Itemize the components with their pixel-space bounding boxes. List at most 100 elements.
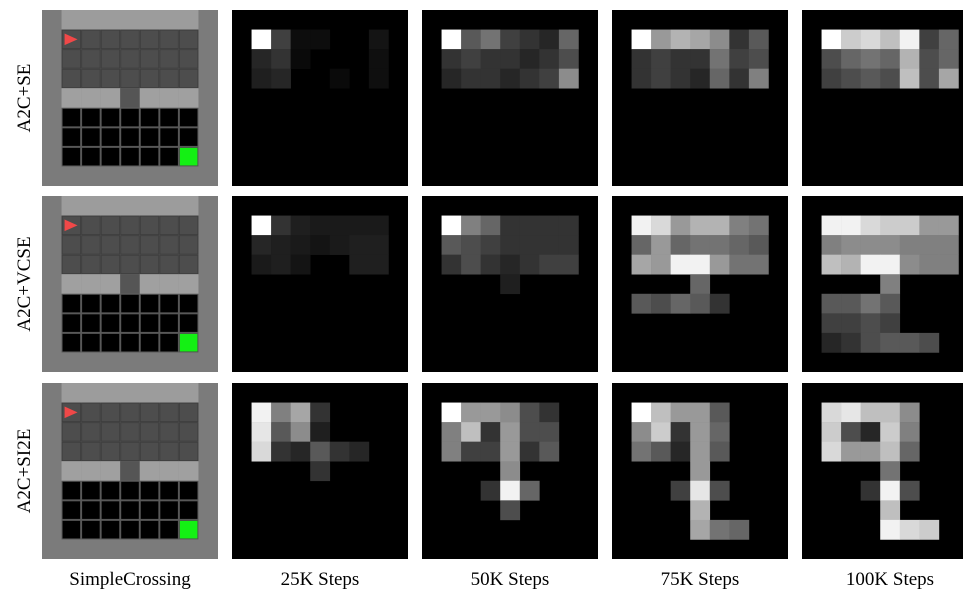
heatmap-cell — [632, 255, 652, 275]
heatmap-cell — [671, 255, 691, 275]
heatmap-cell — [900, 235, 920, 255]
heatmap-cell — [500, 274, 520, 294]
env-cell — [101, 501, 120, 520]
env-wall — [159, 274, 179, 294]
heatmap — [802, 10, 963, 186]
heatmap-cell — [880, 313, 900, 333]
env-wall — [140, 88, 160, 108]
heatmap-cell — [559, 30, 579, 50]
heatmap-cell — [442, 69, 462, 89]
env-cell — [160, 236, 179, 255]
env-cell — [160, 108, 179, 127]
heatmap-cell — [841, 216, 861, 236]
heatmap-cell — [369, 49, 389, 69]
env-cell — [121, 255, 140, 274]
heatmap-cell — [919, 69, 939, 89]
heatmap-cell — [671, 30, 691, 50]
heatmap-cell — [520, 216, 540, 236]
heatmap-cell — [822, 255, 842, 275]
column-label: 75K Steps — [661, 569, 740, 590]
heatmap-cell — [710, 520, 730, 540]
heatmap-cell — [671, 422, 691, 442]
heatmap-cell — [500, 30, 520, 50]
heatmap-cell — [729, 216, 749, 236]
env-cell — [101, 520, 120, 539]
heatmap-cell — [442, 216, 462, 236]
heatmap-cell — [880, 69, 900, 89]
env-wall — [159, 88, 179, 108]
env-cell — [101, 442, 120, 461]
heatmap-cell — [271, 49, 291, 69]
env-cell — [101, 403, 120, 422]
env-door — [120, 88, 140, 108]
env-cell — [179, 69, 198, 88]
heatmap-cell — [822, 313, 842, 333]
heatmap-cell — [520, 422, 540, 442]
env-cell — [140, 423, 159, 442]
heatmap-cell — [822, 403, 842, 423]
heatmap-cell — [919, 255, 939, 275]
env-cell — [62, 423, 81, 442]
env-wall — [101, 274, 121, 294]
env-cell — [101, 314, 120, 333]
env-cell — [82, 333, 101, 352]
heatmap-cell — [880, 274, 900, 294]
env-cell — [101, 30, 120, 49]
heatmap-cell — [539, 235, 559, 255]
heatmap — [232, 10, 408, 186]
heatmap-cell — [861, 69, 881, 89]
heatmap — [612, 383, 788, 559]
heatmap-cell — [559, 216, 579, 236]
heatmap-cell — [919, 30, 939, 50]
env-cell — [82, 403, 101, 422]
heatmap-cell — [690, 216, 710, 236]
env-cell — [62, 147, 81, 166]
env-cell — [179, 501, 198, 520]
env-cell — [160, 69, 179, 88]
env-cell — [140, 255, 159, 274]
env-top-wall — [62, 383, 199, 403]
env-cell — [62, 442, 81, 461]
heatmap-cell — [690, 481, 710, 501]
env-wall — [62, 274, 82, 294]
heatmap-cell — [252, 442, 272, 462]
heatmap-cell — [252, 403, 272, 423]
heatmap-cell — [310, 235, 330, 255]
heatmap-cell — [841, 403, 861, 423]
env-cell — [121, 481, 140, 500]
env-cell — [121, 147, 140, 166]
heatmap-cell — [939, 255, 959, 275]
env-cell — [160, 333, 179, 352]
heatmap — [612, 196, 788, 372]
heatmap-cell — [690, 520, 710, 540]
env-cell — [179, 403, 198, 422]
heatmap-cell — [822, 69, 842, 89]
heatmap-cell — [880, 49, 900, 69]
environment — [42, 10, 218, 186]
env-cell — [82, 108, 101, 127]
env-cell — [140, 314, 159, 333]
heatmap-cell — [349, 255, 369, 275]
heatmap-cell — [671, 69, 691, 89]
env-cell — [140, 147, 159, 166]
heatmap-cell — [271, 422, 291, 442]
heatmap-cell — [252, 49, 272, 69]
env-wall — [159, 461, 179, 481]
env-cell — [62, 333, 81, 352]
env-cell — [101, 481, 120, 500]
heatmap-cell — [461, 49, 481, 69]
heatmap-cell — [651, 49, 671, 69]
heatmap-cell — [369, 69, 389, 89]
figure: A2C+SEA2C+VCSEA2C+SI2ESimpleCrossing25K … — [0, 0, 963, 592]
env-cell — [140, 69, 159, 88]
heatmap-cell — [749, 30, 769, 50]
heatmap-cell — [900, 481, 920, 501]
env-cell — [101, 236, 120, 255]
env-cell — [140, 520, 159, 539]
heatmap — [802, 196, 963, 372]
heatmap-cell — [559, 235, 579, 255]
heatmap-cell — [500, 403, 520, 423]
env-cell — [101, 50, 120, 69]
heatmap-cell — [651, 235, 671, 255]
heatmap-cell — [900, 442, 920, 462]
